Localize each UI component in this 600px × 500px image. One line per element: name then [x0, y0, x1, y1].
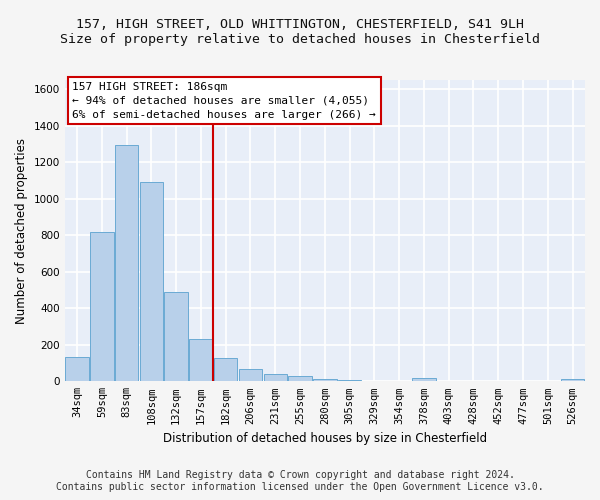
Text: 157, HIGH STREET, OLD WHITTINGTON, CHESTERFIELD, S41 9LH: 157, HIGH STREET, OLD WHITTINGTON, CHEST…	[76, 18, 524, 30]
Bar	[412, 378, 436, 382]
Bar	[164, 292, 188, 382]
X-axis label: Distribution of detached houses by size in Chesterfield: Distribution of detached houses by size …	[163, 432, 487, 445]
Bar	[90, 232, 113, 382]
Bar	[189, 339, 213, 382]
Bar	[140, 182, 163, 382]
Text: Size of property relative to detached houses in Chesterfield: Size of property relative to detached ho…	[60, 32, 540, 46]
Bar	[561, 378, 584, 382]
Y-axis label: Number of detached properties: Number of detached properties	[15, 138, 28, 324]
Bar	[65, 356, 89, 382]
Text: Contains HM Land Registry data © Crown copyright and database right 2024.: Contains HM Land Registry data © Crown c…	[86, 470, 514, 480]
Bar	[214, 358, 238, 382]
Bar	[288, 376, 312, 382]
Bar	[263, 374, 287, 382]
Bar	[115, 145, 139, 382]
Bar	[313, 378, 337, 382]
Bar	[338, 380, 361, 382]
Bar	[239, 369, 262, 382]
Text: 157 HIGH STREET: 186sqm
← 94% of detached houses are smaller (4,055)
6% of semi-: 157 HIGH STREET: 186sqm ← 94% of detache…	[73, 82, 376, 120]
Text: Contains public sector information licensed under the Open Government Licence v3: Contains public sector information licen…	[56, 482, 544, 492]
